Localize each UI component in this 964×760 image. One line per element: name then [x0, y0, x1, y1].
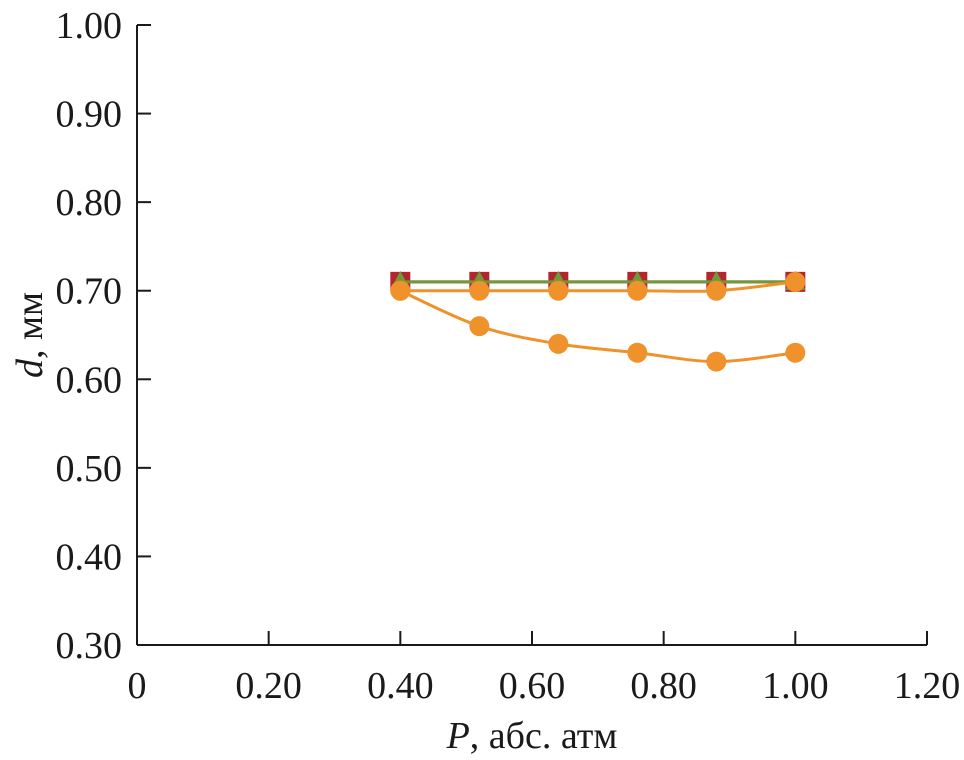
y-tick-label: 0.80: [56, 182, 123, 224]
y-axis-variable: d: [9, 358, 51, 378]
x-tick-label: 0: [128, 665, 147, 707]
data-point-circle: [627, 280, 648, 301]
axes: [136, 25, 927, 646]
data-point-circle: [785, 271, 806, 292]
y-axis-title: d, мм: [9, 292, 51, 378]
data-point-circle: [469, 316, 490, 337]
series-4: [390, 280, 806, 372]
y-tick-label: 0.60: [56, 359, 123, 401]
y-tick-label: 0.40: [56, 536, 123, 578]
y-tick-label: 0.90: [56, 94, 123, 136]
x-tick-label: 1.20: [894, 665, 961, 707]
series-3: [390, 271, 806, 301]
y-tick-label: 0.30: [56, 625, 123, 667]
x-tick-label: 0.40: [367, 665, 434, 707]
data-point-circle: [627, 342, 648, 363]
data-point-circle: [706, 351, 727, 372]
series-layer: [390, 270, 806, 372]
data-point-circle: [785, 342, 806, 363]
data-point-circle: [706, 280, 727, 301]
data-point-circle: [469, 280, 490, 301]
x-tick-label: 0.60: [499, 665, 566, 707]
y-ticks: 0.30 0.40 0.50 0.60 0.70 0.80 0.90 1.00: [56, 5, 151, 667]
x-tick-label: 1.00: [762, 665, 829, 707]
x-tick-label: 0.80: [630, 665, 697, 707]
x-tick-label: 0.20: [235, 665, 302, 707]
y-tick-label: 1.00: [56, 5, 123, 47]
x-axis-variable: P: [446, 715, 470, 757]
data-point-circle: [390, 280, 411, 301]
series-line: [399, 289, 796, 364]
x-ticks: 0 0.20 0.40 0.60 0.80 1.00 1.20: [128, 631, 961, 707]
y-axis-unit: , мм: [9, 292, 51, 359]
y-tick-label: 0.70: [56, 271, 123, 313]
x-axis-unit: , абс. атм: [470, 715, 618, 757]
data-point-circle: [548, 333, 569, 354]
data-point-circle: [548, 280, 569, 301]
x-axis-title: P, абс. атм: [446, 715, 618, 757]
y-tick-label: 0.50: [56, 448, 123, 490]
